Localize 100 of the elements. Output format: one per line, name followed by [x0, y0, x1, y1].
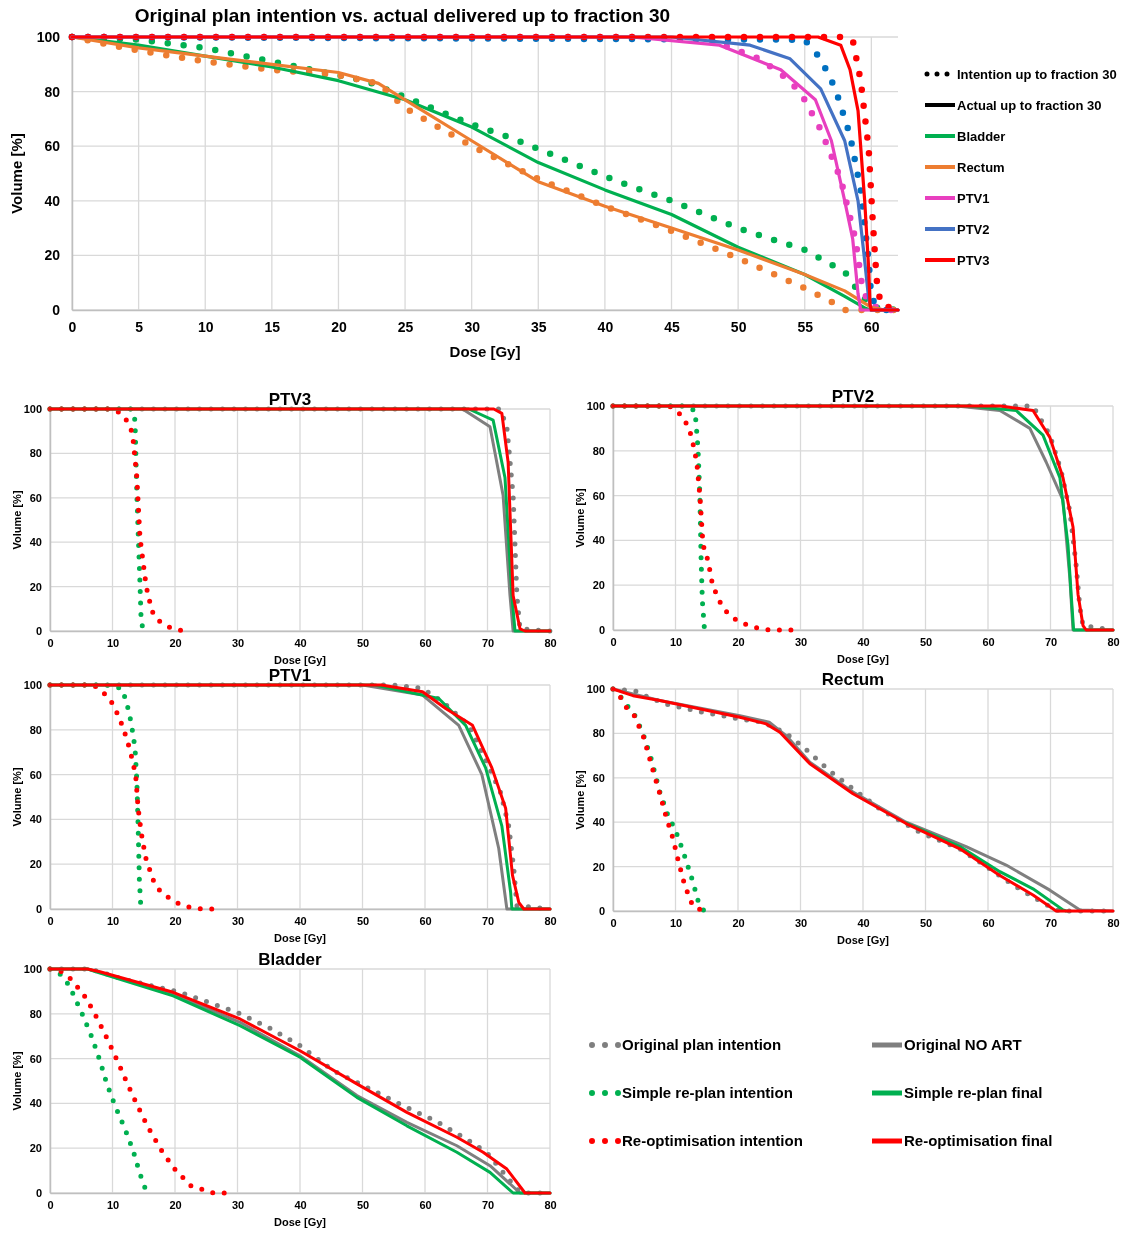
x-tick-label: 70	[481, 914, 495, 927]
x-tick-label: 0	[610, 635, 617, 648]
x-axis-title: Dose [Gy]	[449, 343, 521, 360]
x-tick-label: 40	[294, 1198, 307, 1211]
x-tick-label: 55	[797, 318, 814, 335]
x-tick-label: 50	[356, 1198, 370, 1211]
text: Actual up to fraction 30	[957, 98, 1102, 113]
x-tick-label: 70	[481, 1198, 495, 1211]
x-tick-label: 30	[231, 1198, 245, 1211]
y-tick-label: 60	[592, 489, 605, 502]
chart-title: Rectum	[821, 670, 885, 689]
x-tick-label: 20	[169, 636, 182, 649]
x-tick-label: 5	[135, 318, 144, 335]
x-tick-label: 40	[294, 636, 307, 649]
y-axis-title: Volume [%]	[11, 1051, 23, 1111]
y-tick-label: 80	[29, 447, 42, 460]
legend-label: PTV3	[957, 253, 990, 268]
legend-label: Original NO ART	[904, 1036, 1022, 1053]
x-tick-label: 30	[231, 914, 245, 927]
x-tick-label: 60	[864, 318, 880, 335]
y-tick-label: 100	[23, 963, 42, 976]
y-tick-label: 60	[44, 138, 61, 155]
legend-label: Re-optimisation final	[904, 1132, 1053, 1149]
y-tick-label: 100	[23, 679, 42, 692]
y-axis-title: Volume [%]	[8, 133, 25, 214]
x-axis-title: Dose [Gy]	[274, 932, 327, 944]
x-tick-label: 80	[544, 914, 557, 927]
x-tick-label: 10	[106, 914, 120, 927]
x-tick-label: 70	[1044, 635, 1058, 648]
y-tick-label: 0	[35, 625, 42, 638]
y-tick-label: 0	[598, 905, 605, 918]
legend-label: Rectum	[957, 160, 1005, 175]
y-axis-title: Volume [%]	[574, 770, 586, 830]
y-tick-label: 40	[44, 192, 61, 209]
x-tick-label: 40	[857, 635, 870, 648]
chart-title: Original plan intention vs. actual delivered up to fraction 30	[134, 5, 671, 26]
y-tick-label: 20	[29, 580, 42, 593]
x-tick-label: 20	[732, 916, 745, 929]
y-tick-label: 0	[598, 624, 605, 637]
legend-label: PTV1	[957, 191, 990, 206]
chart-title: PTV3	[268, 390, 312, 409]
y-tick-label: 60	[29, 491, 42, 504]
chart-title: PTV1	[268, 666, 312, 685]
x-tick-label: 60	[982, 916, 995, 929]
y-axis-title: Volume [%]	[11, 490, 23, 550]
x-axis-title: Dose [Gy]	[274, 1216, 327, 1228]
y-tick-label: 0	[52, 301, 61, 318]
x-tick-label: 30	[464, 318, 481, 335]
y-tick-label: 100	[586, 400, 605, 413]
y-tick-label: 40	[29, 1097, 42, 1110]
x-tick-label: 60	[419, 914, 432, 927]
x-tick-label: 80	[544, 636, 557, 649]
x-tick-label: 40	[294, 914, 307, 927]
y-tick-label: 0	[35, 1187, 42, 1200]
y-tick-label: 60	[592, 771, 605, 784]
chart-title: PTV2	[831, 387, 875, 406]
y-tick-label: 80	[44, 83, 61, 100]
x-tick-label: 10	[669, 635, 683, 648]
y-tick-label: 100	[586, 683, 605, 696]
x-tick-label: 30	[231, 636, 245, 649]
y-tick-label: 20	[44, 247, 61, 264]
y-tick-label: 20	[29, 858, 42, 871]
y-tick-label: 20	[592, 579, 605, 592]
y-tick-label: 100	[36, 28, 61, 45]
x-tick-label: 70	[481, 636, 495, 649]
x-tick-label: 10	[669, 916, 683, 929]
y-tick-label: 20	[592, 860, 605, 873]
y-tick-label: 0	[35, 903, 42, 916]
x-tick-label: 20	[331, 318, 347, 335]
y-tick-label: 80	[592, 444, 605, 457]
y-tick-label: 20	[29, 1142, 42, 1155]
x-tick-label: 20	[169, 1198, 182, 1211]
chart-title: Bladder	[258, 950, 323, 969]
x-tick-label: 45	[664, 318, 681, 335]
x-tick-label: 10	[197, 318, 214, 335]
text: Intention up to fraction 30	[957, 67, 1117, 82]
x-tick-label: 15	[264, 318, 281, 335]
x-tick-label: 50	[919, 916, 933, 929]
y-tick-label: 40	[592, 534, 605, 547]
x-axis-title: Dose [Gy]	[837, 934, 890, 946]
x-tick-label: 20	[732, 635, 745, 648]
x-tick-label: 35	[531, 318, 547, 335]
x-tick-label: 20	[169, 914, 182, 927]
x-tick-label: 80	[1107, 916, 1120, 929]
x-tick-label: 60	[982, 635, 995, 648]
y-axis-title: Volume [%]	[574, 488, 586, 548]
y-tick-label: 60	[29, 1052, 42, 1065]
legend-label: Original plan intention	[622, 1036, 782, 1053]
x-tick-label: 60	[419, 1198, 432, 1211]
y-tick-label: 80	[29, 723, 42, 736]
x-tick-label: 80	[544, 1198, 557, 1211]
y-tick-label: 80	[29, 1007, 42, 1020]
x-axis-title: Dose [Gy]	[837, 653, 890, 665]
y-tick-label: 40	[29, 813, 42, 826]
x-tick-label: 50	[919, 635, 933, 648]
x-tick-label: 40	[857, 916, 870, 929]
x-tick-label: 0	[610, 916, 617, 929]
x-axis-title: Dose [Gy]	[274, 654, 327, 666]
y-tick-label: 80	[592, 727, 605, 740]
legend-label: PTV2	[957, 222, 990, 237]
